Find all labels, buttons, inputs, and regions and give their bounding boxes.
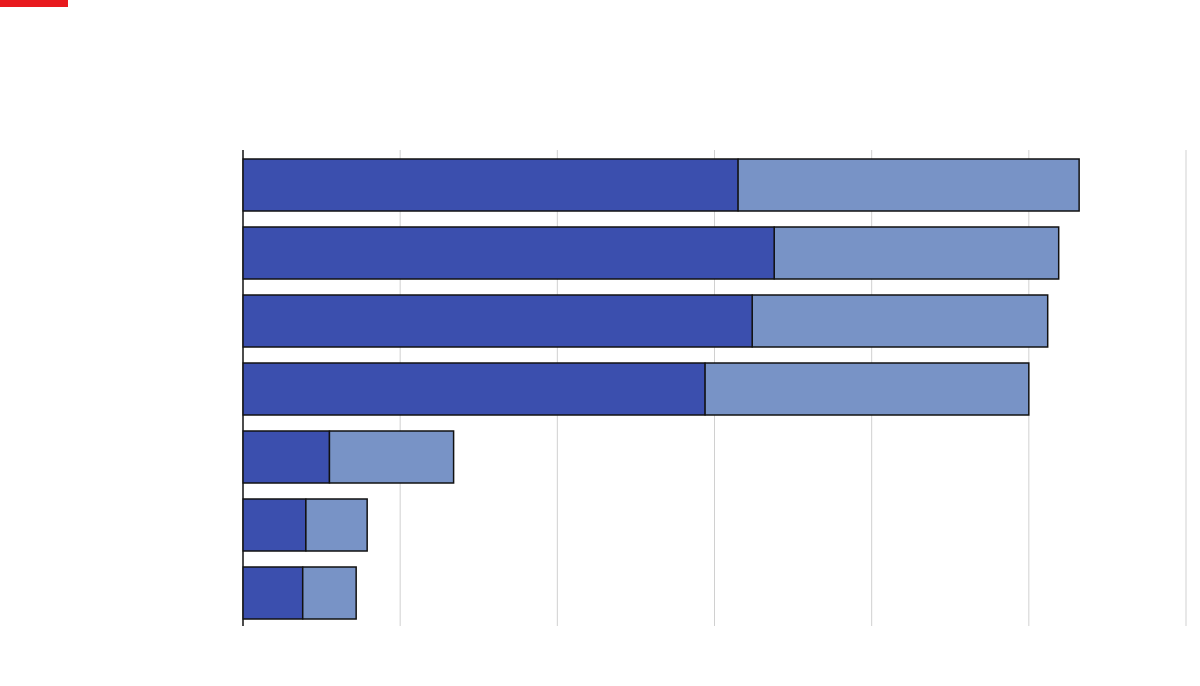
bar-segment bbox=[242, 430, 331, 484]
bar-segment bbox=[301, 566, 357, 620]
bar-segment bbox=[773, 226, 1060, 280]
bar-segment bbox=[737, 158, 1080, 212]
bar-segment bbox=[242, 226, 775, 280]
brand-mark bbox=[0, 0, 68, 7]
bar-segment bbox=[751, 294, 1049, 348]
bar-segment bbox=[242, 362, 706, 416]
bar-segment bbox=[242, 566, 304, 620]
bar-segment bbox=[704, 362, 1030, 416]
bar-segment bbox=[328, 430, 455, 484]
bar-segment bbox=[242, 498, 307, 552]
bar-segment bbox=[242, 158, 739, 212]
bar-segment bbox=[242, 294, 753, 348]
bar-segment bbox=[305, 498, 368, 552]
